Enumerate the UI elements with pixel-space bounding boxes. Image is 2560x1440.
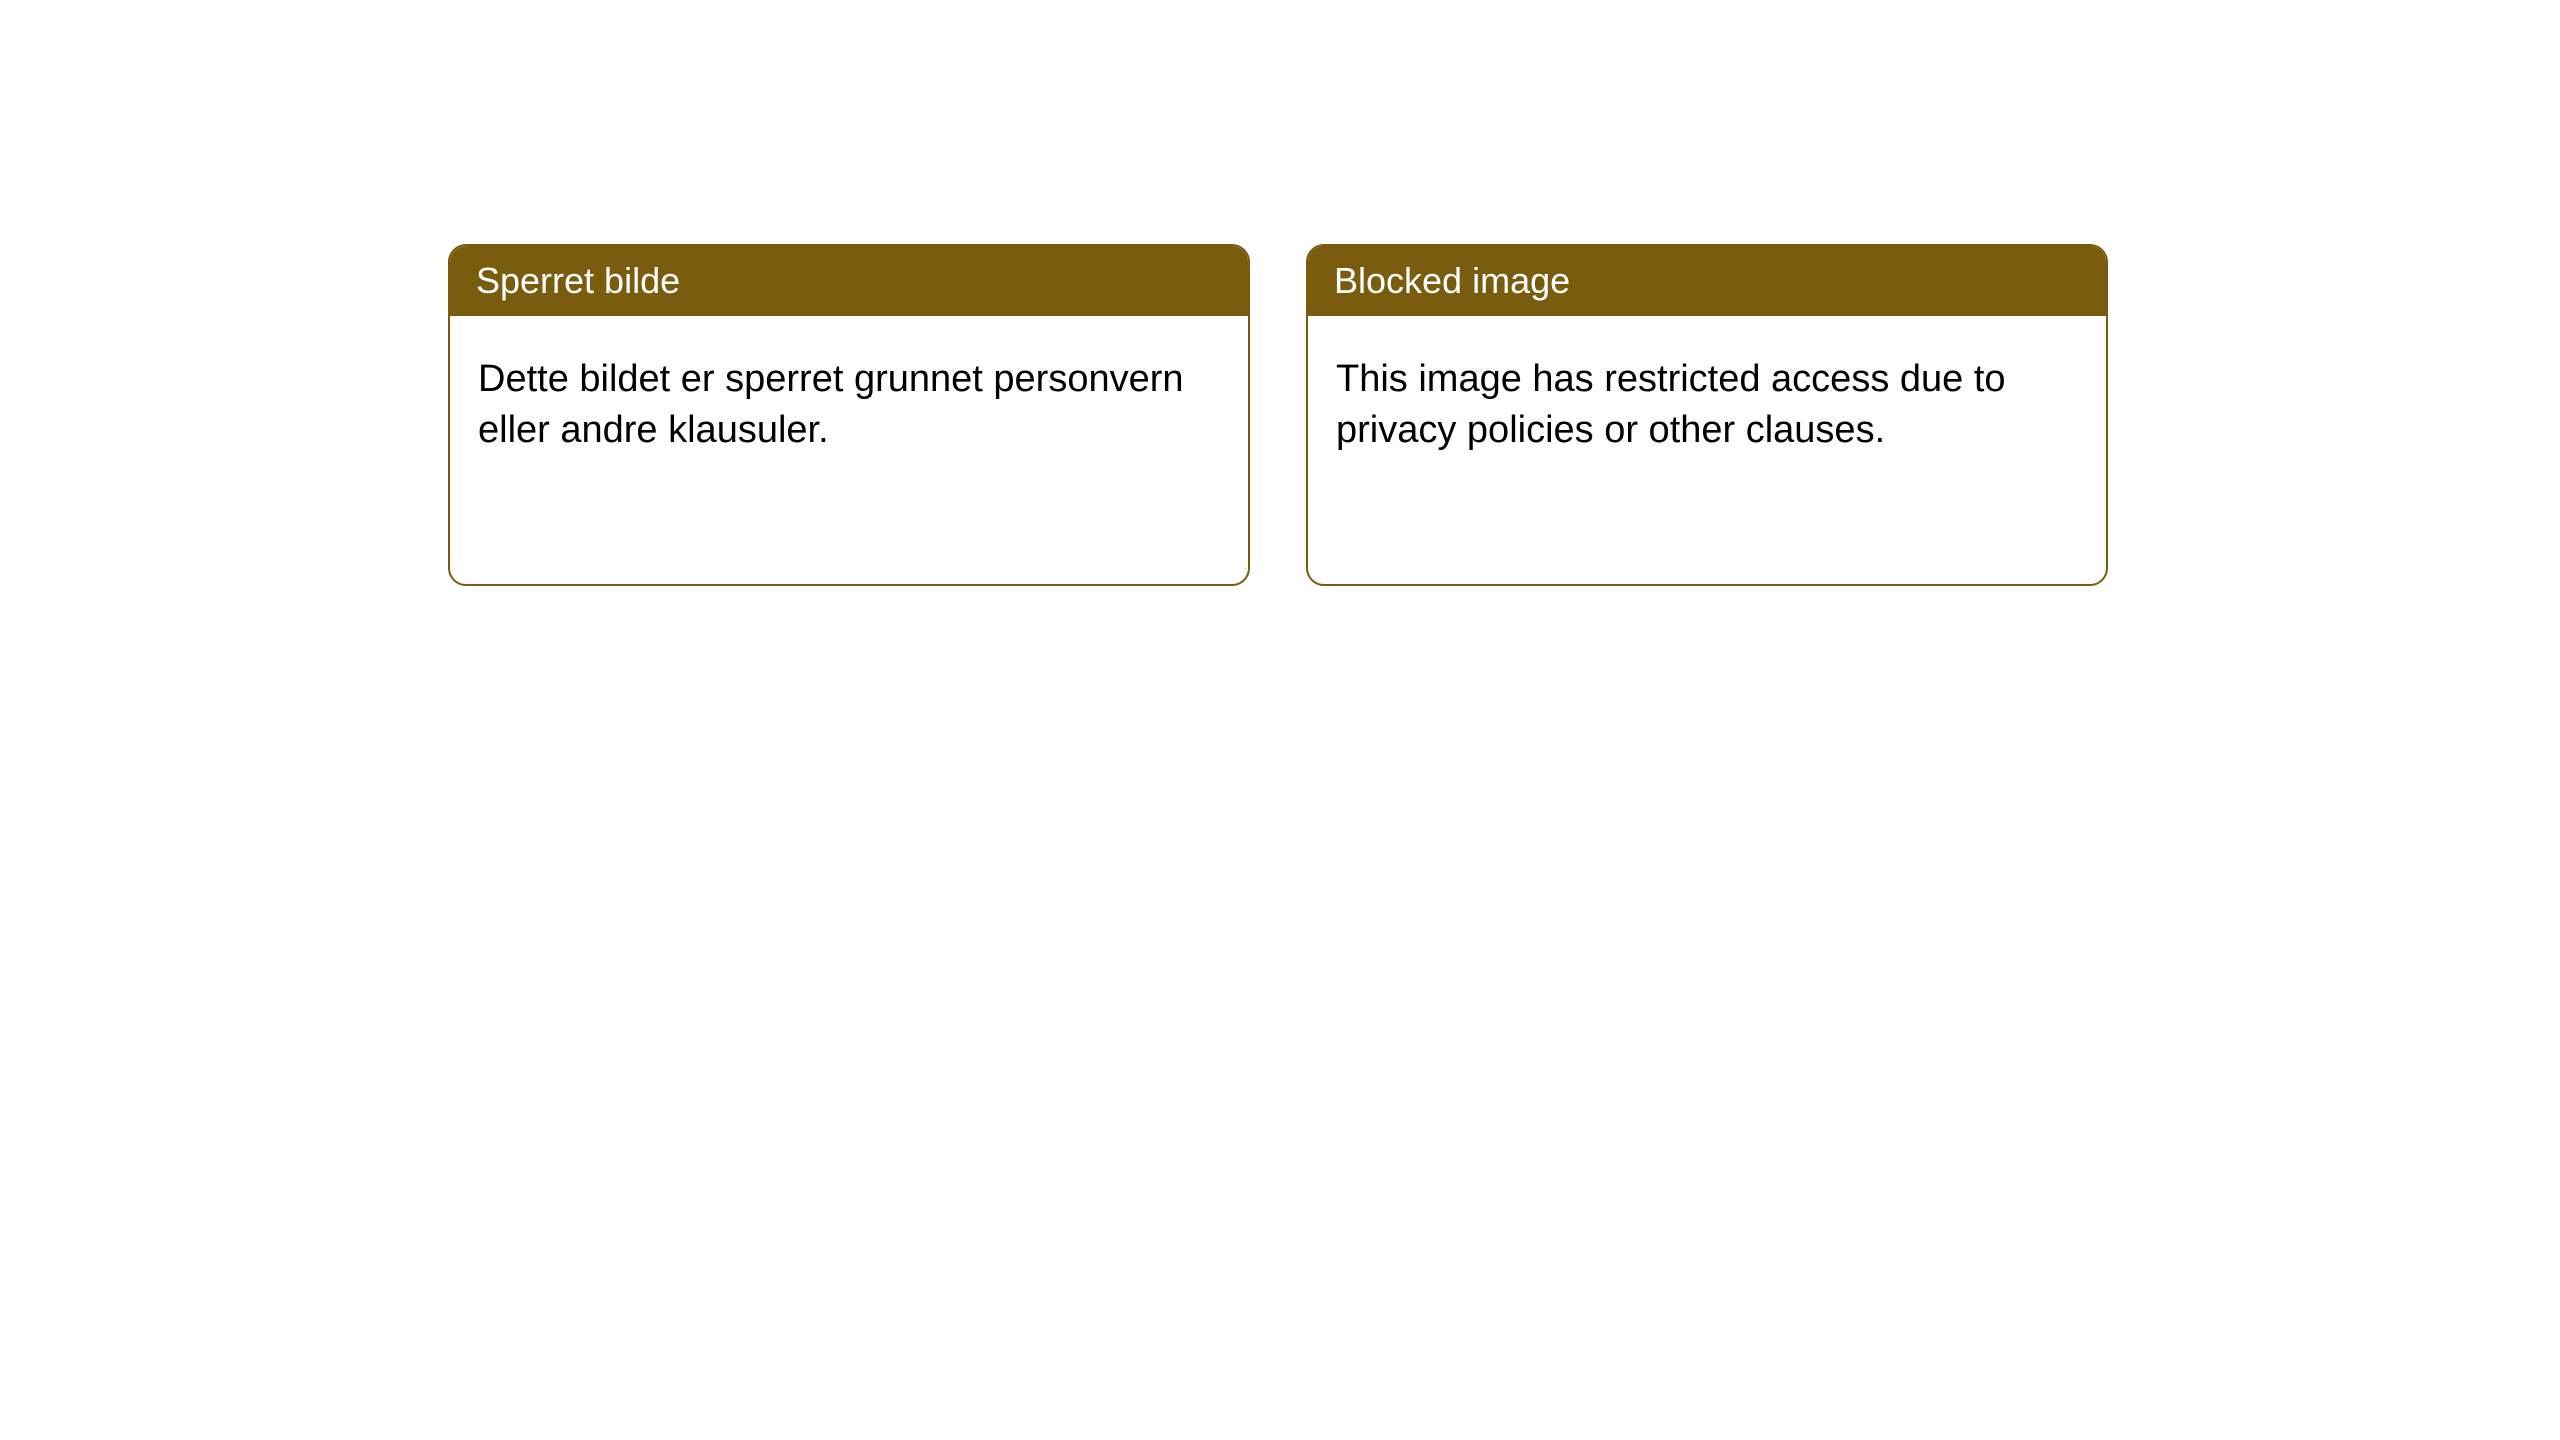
notice-text: This image has restricted access due to …	[1336, 354, 2078, 457]
notice-title: Sperret bilde	[476, 260, 680, 301]
notice-title: Blocked image	[1334, 260, 1570, 301]
notice-header: Sperret bilde	[450, 246, 1248, 316]
notice-card-norwegian: Sperret bilde Dette bildet er sperret gr…	[448, 244, 1250, 586]
notice-card-english: Blocked image This image has restricted …	[1306, 244, 2108, 586]
notice-container: Sperret bilde Dette bildet er sperret gr…	[0, 0, 2560, 586]
notice-body: Dette bildet er sperret grunnet personve…	[450, 316, 1248, 584]
notice-header: Blocked image	[1308, 246, 2106, 316]
notice-text: Dette bildet er sperret grunnet personve…	[478, 354, 1220, 457]
notice-body: This image has restricted access due to …	[1308, 316, 2106, 584]
